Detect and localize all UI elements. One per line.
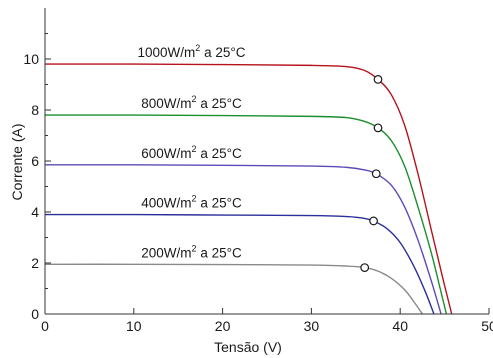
series-label-200: 200W/m2 a 25°C (141, 243, 242, 260)
x-tick-label: 10 (126, 318, 142, 334)
x-tick-label: 40 (392, 318, 408, 334)
series-line-600 (44, 164, 442, 315)
x-tick-label: 20 (215, 318, 231, 334)
series-line-1000 (44, 63, 453, 315)
series-label-1000: 1000W/m2 a 25°C (138, 43, 246, 60)
ticks-layer: 0 10 20 30 40 50 0 2 4 6 8 10 (23, 33, 493, 334)
mpp-marker-400 (369, 216, 378, 226)
y-tick-label: 0 (31, 306, 39, 322)
series-label-800: 800W/m2 a 25°C (141, 94, 242, 111)
labels-layer: 1000W/m2 a 25°C 800W/m2 a 25°C 600W/m2 a 2… (138, 43, 383, 272)
axes-layer (44, 8, 489, 315)
y-tick-label: 6 (31, 153, 39, 169)
mpp-marker-1000 (373, 74, 383, 84)
x-axis-title: Tensão (V) (214, 339, 282, 355)
series-label-600: 600W/m2 a 25°C (141, 144, 242, 161)
mpp-marker-800 (373, 123, 383, 133)
x-tick-label: 30 (304, 318, 320, 334)
mpp-marker-200 (360, 263, 370, 272)
curves-layer (44, 63, 453, 315)
series-line-400 (44, 213, 435, 315)
series-label-400: 400W/m2 a 25°C (141, 194, 242, 211)
y-tick-label: 4 (31, 204, 39, 220)
x-tick-label: 50 (481, 318, 493, 334)
x-tick-label: 0 (41, 318, 49, 334)
y-tick-label: 2 (31, 255, 39, 271)
y-axis-title: Corrente (A) (9, 123, 25, 200)
y-tick-label: 8 (31, 102, 39, 118)
y-tick-label: 10 (23, 51, 39, 67)
mpp-marker-600 (371, 169, 381, 179)
